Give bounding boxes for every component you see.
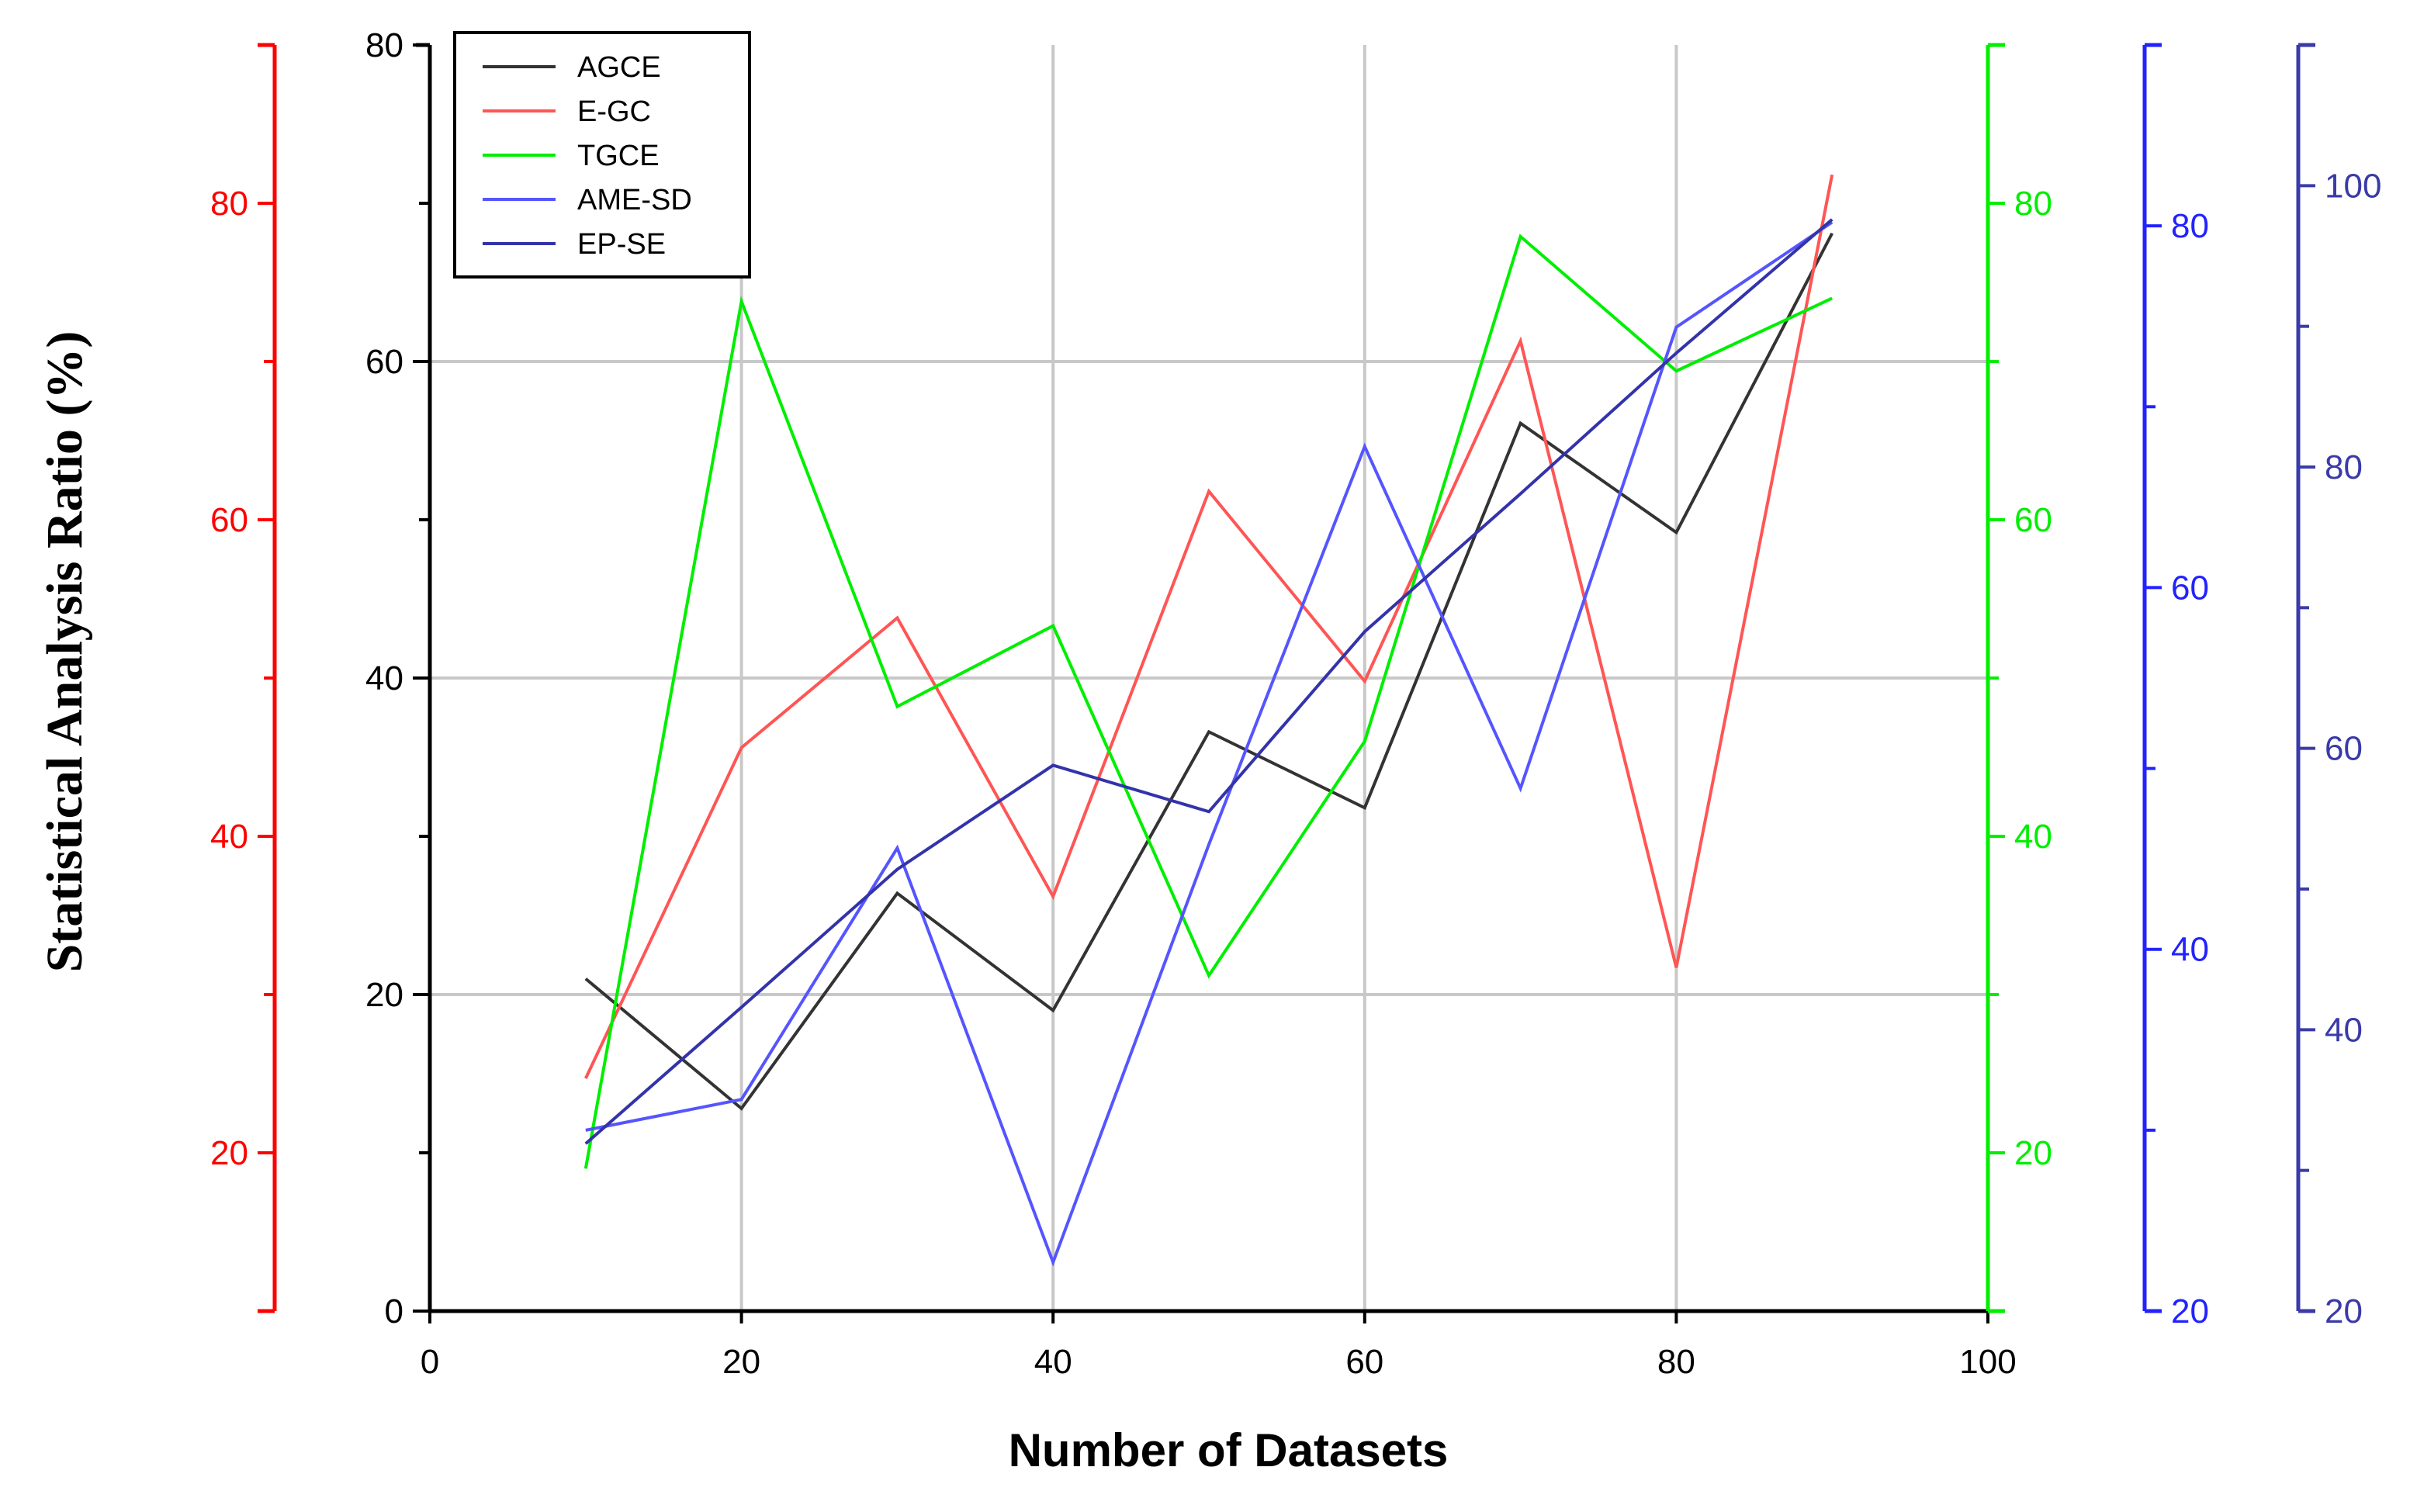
axes: 0 20 40 60 80 100 0 20 40 60 80 20 40 60 80 20 40 60 80 20 4… (210, 26, 2381, 1381)
legend-label: TGCE (577, 140, 660, 172)
y-tick-label-blue: 80 (2171, 207, 2209, 245)
y-tick-label-green: 20 (2014, 1134, 2052, 1172)
y-tick-label-navy: 60 (2325, 730, 2363, 768)
y-tick-label-red: 80 (210, 185, 248, 223)
x-tick-label: 20 (722, 1343, 760, 1381)
y-tick-label-blue: 40 (2171, 931, 2209, 969)
y-tick-label-red: 40 (210, 818, 248, 856)
y-tick-label-main: 0 (385, 1292, 403, 1330)
series-line-e-gc (583, 174, 1834, 1079)
legend-label: EP-SE (577, 228, 666, 261)
series-lines (583, 174, 1834, 1267)
x-tick-label: 100 (1959, 1343, 2016, 1381)
y-tick-label-red: 20 (210, 1134, 248, 1172)
y-tick-label-blue: 60 (2171, 569, 2209, 607)
x-tick-label: 0 (421, 1343, 439, 1381)
legend-label: AME-SD (577, 184, 692, 216)
legend-label: E-GC (577, 95, 651, 128)
y-tick-label-main: 20 (365, 976, 403, 1014)
y-tick-label-blue: 20 (2171, 1292, 2209, 1330)
y-tick-label-main: 80 (365, 26, 403, 64)
y-tick-label-green: 40 (2014, 818, 2052, 856)
legend: AGCE E-GC TGCE AME-SD EP-SE (453, 31, 751, 279)
x-tick-label: 60 (1345, 1343, 1383, 1381)
y-tick-label-red: 60 (210, 501, 248, 539)
y-tick-label-navy: 40 (2325, 1011, 2363, 1049)
y-tick-label-main: 60 (365, 343, 403, 381)
x-axis-label: Number of Datasets (1009, 1424, 1449, 1476)
x-tick-label: 80 (1657, 1343, 1695, 1381)
x-tick-label: 40 (1034, 1343, 1072, 1381)
y-tick-label-main: 40 (365, 659, 403, 697)
series-line-tgce (583, 234, 1833, 1169)
y-tick-label-navy: 20 (2325, 1292, 2363, 1330)
grid-lines (430, 45, 1988, 1311)
y-axis-label: Statistical Analysis Ratio (%) (36, 331, 93, 973)
y-tick-label-green: 60 (2014, 501, 2052, 539)
y-tick-label-green: 80 (2014, 185, 2052, 223)
series-line-ame-sd (585, 220, 1833, 1267)
y-tick-label-navy: 80 (2325, 448, 2363, 486)
series-line-ep-se (584, 218, 1833, 1145)
y-tick-label-navy: 100 (2325, 167, 2381, 205)
legend-label: AGCE (577, 51, 661, 84)
series-line-agce (584, 232, 1833, 1111)
